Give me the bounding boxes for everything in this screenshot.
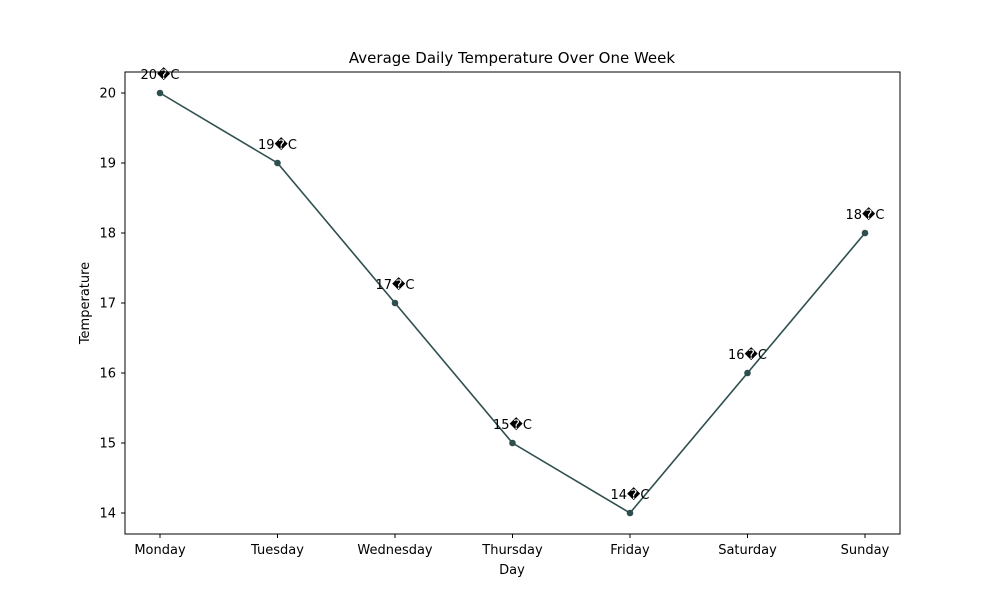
series-layer — [159, 92, 866, 515]
x-tick-label: Sunday — [841, 543, 890, 558]
x-axis-label: Day — [499, 563, 525, 578]
data-label: 15�C — [493, 416, 532, 433]
data-label: 19�C — [258, 136, 297, 153]
y-axis: 14 15 16 17 18 19 20 — [99, 87, 125, 522]
y-tick-label: 14 — [99, 507, 116, 522]
y-tick-label: 18 — [99, 227, 116, 242]
y-tick-label: 15 — [99, 437, 116, 452]
x-tick-label: Wednesday — [357, 543, 433, 558]
temperature-line — [159, 92, 866, 515]
x-tick-label: Thursday — [481, 543, 543, 558]
data-point — [744, 369, 751, 377]
data-label: 17�C — [376, 276, 415, 293]
points-layer — [156, 89, 869, 517]
data-label: 16�C — [728, 346, 767, 363]
data-point — [274, 159, 281, 167]
x-tick-label: Saturday — [718, 543, 777, 558]
data-point — [156, 89, 164, 97]
x-tick-label: Monday — [134, 543, 186, 558]
data-labels: 20�C 19�C 17�C 15�C 14�C 16�C 18�C — [141, 66, 885, 503]
data-point — [391, 299, 399, 307]
y-axis-label: Temperature — [78, 262, 93, 345]
data-point — [861, 229, 869, 237]
y-tick-label: 16 — [99, 367, 116, 382]
data-label: 18�C — [846, 206, 885, 223]
y-tick-label: 20 — [99, 87, 116, 102]
data-point — [509, 439, 516, 447]
y-tick-label: 17 — [99, 297, 116, 312]
x-tick-label: Tuesday — [250, 543, 304, 558]
x-tick-label: Friday — [610, 543, 650, 558]
data-label: 20�C — [141, 66, 180, 83]
data-label: 14�C — [611, 486, 650, 503]
y-tick-label: 19 — [99, 157, 116, 172]
x-axis: Monday Tuesday Wednesday Thursday Friday Satu… — [134, 534, 890, 558]
data-point — [626, 509, 634, 517]
chart-title: Average Daily Temperature Over One Week — [349, 49, 675, 67]
